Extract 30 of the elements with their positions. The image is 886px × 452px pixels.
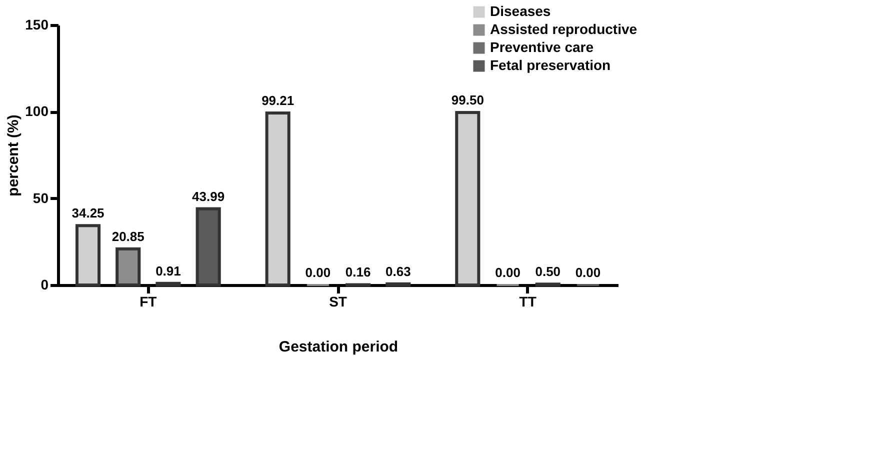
data-label: 99.50 <box>451 92 484 108</box>
data-label: 0.91 <box>156 263 181 278</box>
x-tick-label: FT <box>140 294 158 310</box>
data-label: 0.16 <box>345 264 371 280</box>
y-axis-title: percent (%) <box>5 114 22 196</box>
x-axis-title: Gestation period <box>278 338 398 356</box>
y-tick-label: 150 <box>25 16 49 32</box>
y-tick-label: 100 <box>25 103 49 120</box>
bar <box>75 224 101 286</box>
data-label: 0.00 <box>495 265 520 280</box>
legend-label: Assisted reproductive <box>490 21 638 37</box>
y-tick-label: 50 <box>32 190 49 206</box>
data-label: 43.99 <box>192 188 225 204</box>
legend-label: Fetal preservation <box>490 57 611 73</box>
data-label: 0.50 <box>535 264 561 280</box>
bar <box>265 112 290 286</box>
data-label: 0.63 <box>386 264 411 279</box>
legend-label: Preventive care <box>490 39 594 55</box>
data-label: 99.21 <box>262 93 294 108</box>
bar <box>196 207 221 286</box>
y-tick-label: 0 <box>40 276 49 292</box>
data-label: 20.85 <box>112 228 144 244</box>
data-label: 34.25 <box>72 206 104 221</box>
legend-label: Diseases <box>490 3 551 19</box>
data-label: 0.00 <box>305 265 331 280</box>
bar <box>455 111 480 286</box>
x-tick-label: ST <box>329 294 348 310</box>
data-label: 0.00 <box>575 265 601 280</box>
bar <box>116 247 141 286</box>
x-tick-label: TT <box>519 294 537 310</box>
